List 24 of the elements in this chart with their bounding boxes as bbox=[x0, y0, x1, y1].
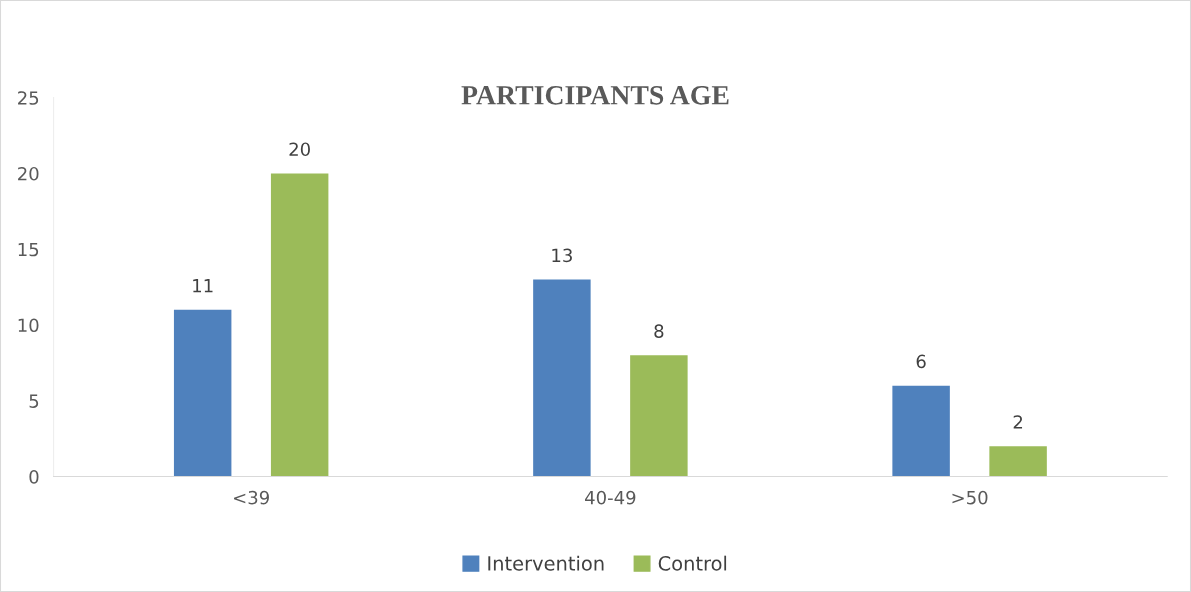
data-label: 6 bbox=[916, 354, 926, 369]
chart-title: PARTICIPANTS AGE bbox=[461, 85, 729, 105]
x-tick-label: <39 bbox=[234, 490, 269, 505]
bar bbox=[533, 279, 591, 477]
x-tick-label: 40-49 bbox=[585, 490, 636, 505]
data-label: 20 bbox=[289, 142, 310, 157]
bar bbox=[630, 355, 688, 477]
data-label: 13 bbox=[552, 248, 572, 263]
y-tick-label: 0 bbox=[29, 470, 39, 484]
bar bbox=[892, 385, 950, 477]
data-label: 8 bbox=[654, 324, 664, 338]
data-label: 11 bbox=[193, 279, 213, 293]
y-tick-label: 10 bbox=[18, 318, 39, 333]
bar bbox=[270, 173, 329, 477]
data-label: 2 bbox=[1013, 415, 1023, 429]
y-tick-label: 15 bbox=[18, 242, 39, 257]
legend-label: Control bbox=[658, 555, 727, 571]
y-tick-label: 5 bbox=[29, 394, 39, 408]
y-tick-label: 20 bbox=[18, 166, 39, 181]
y-tick-label: 25 bbox=[18, 91, 39, 105]
x-tick-label: >50 bbox=[952, 490, 988, 505]
bar bbox=[173, 309, 232, 477]
bar bbox=[989, 446, 1047, 477]
legend-label: Intervention bbox=[488, 555, 604, 571]
